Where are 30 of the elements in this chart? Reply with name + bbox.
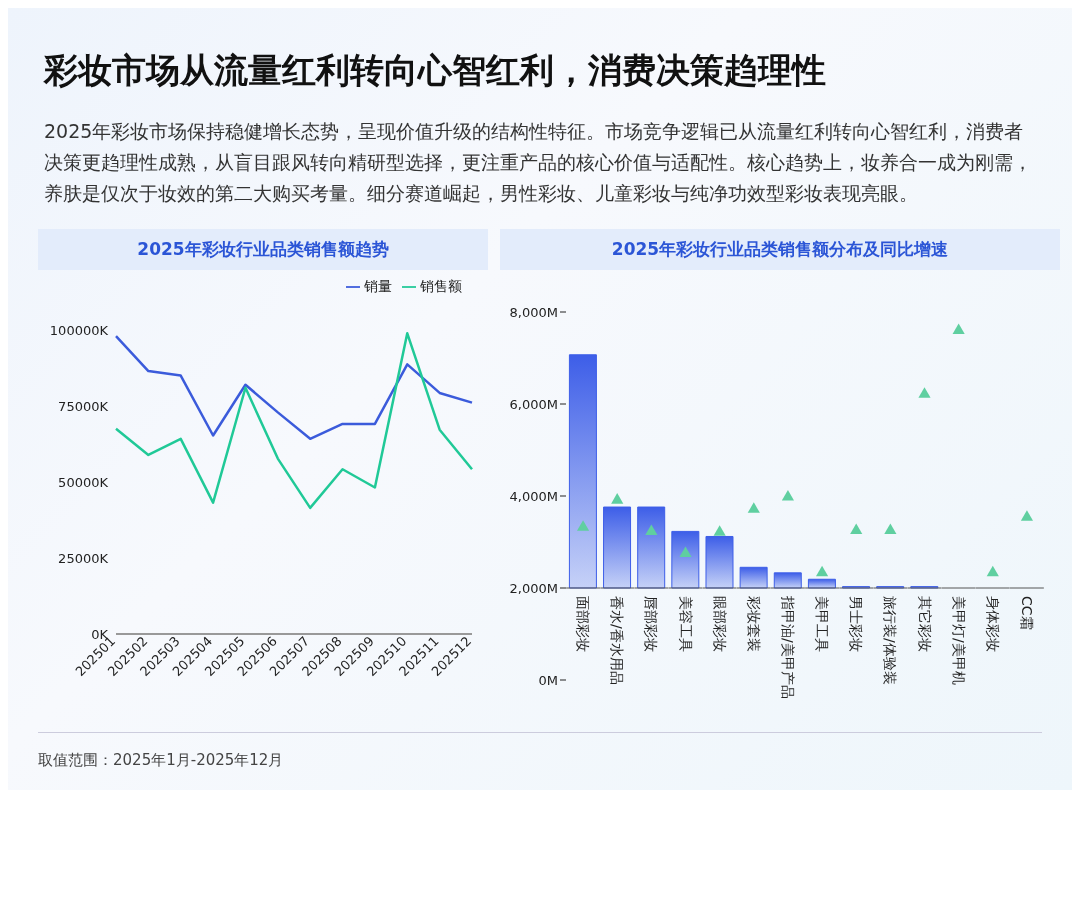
y-tick-label: 50000K	[58, 474, 109, 490]
y-tick-label: 2,000M	[509, 580, 558, 596]
text: 2025年彩妆市场保持稳健增长态势，呈现价值升级的结构性特征。市场竞争逻辑已从流量红利转向心智红利，消费者决策更趋理性成熟，从盲目跟风转向精研型选择，更注重产品的核心价值与适配性。核心趋势上，妆养合一成为刚需，养肤是仅次于妆效的第二大购买考量。细分赛道崛起，男性彩妆、儿童彩妆与纯净功效型彩妆表现亮眼。	[44, 119, 1033, 206]
y-tick-label: 8,000M	[509, 304, 558, 320]
y-tick-label: 6,000M	[509, 396, 558, 412]
x-tick-label: 唇部彩妆	[643, 596, 660, 652]
chart-title: 2025年彩妆行业品类销售额趋势	[38, 229, 488, 270]
x-tick-label: 香水/香水用品	[609, 596, 626, 685]
text: 彩妆市场从流量红利转向心智红利，消费决策趋理性	[44, 49, 827, 92]
x-tick-label: 彩妆套装	[745, 596, 762, 652]
y-tick-label: 4,000M	[509, 488, 558, 504]
y-tick-label: 25000K	[58, 550, 109, 566]
x-tick-label: CC霜	[1018, 596, 1035, 630]
x-tick-label: 其它彩妆	[916, 596, 933, 652]
x-tick-label: 指甲油/美甲产品	[779, 595, 796, 699]
y-tick-label: 100000K	[49, 322, 109, 338]
y-tick-label: 75000K	[58, 398, 109, 414]
x-tick-label: 美容工具	[677, 596, 694, 652]
y-tick-label: 0M	[538, 672, 558, 688]
x-tick-label: 男士彩妆	[848, 596, 865, 652]
x-tick-label: 眼部彩妆	[711, 596, 728, 652]
legend-label: 销售额	[420, 278, 462, 294]
legend-label: 销量	[364, 278, 392, 294]
text: 取值范围：2025年1月-2025年12月	[38, 751, 285, 770]
x-tick-label: 身体彩妆	[984, 596, 1001, 652]
x-tick-label: 美甲灯/美甲机	[950, 596, 967, 685]
chart-title: 2025年彩妆行业品类销售额分布及同比增速	[500, 229, 1060, 270]
x-tick-label: 面部彩妆	[575, 596, 592, 652]
x-tick-label: 美甲工具	[814, 596, 831, 652]
x-tick-label: 旅行装/体验装	[882, 596, 899, 685]
